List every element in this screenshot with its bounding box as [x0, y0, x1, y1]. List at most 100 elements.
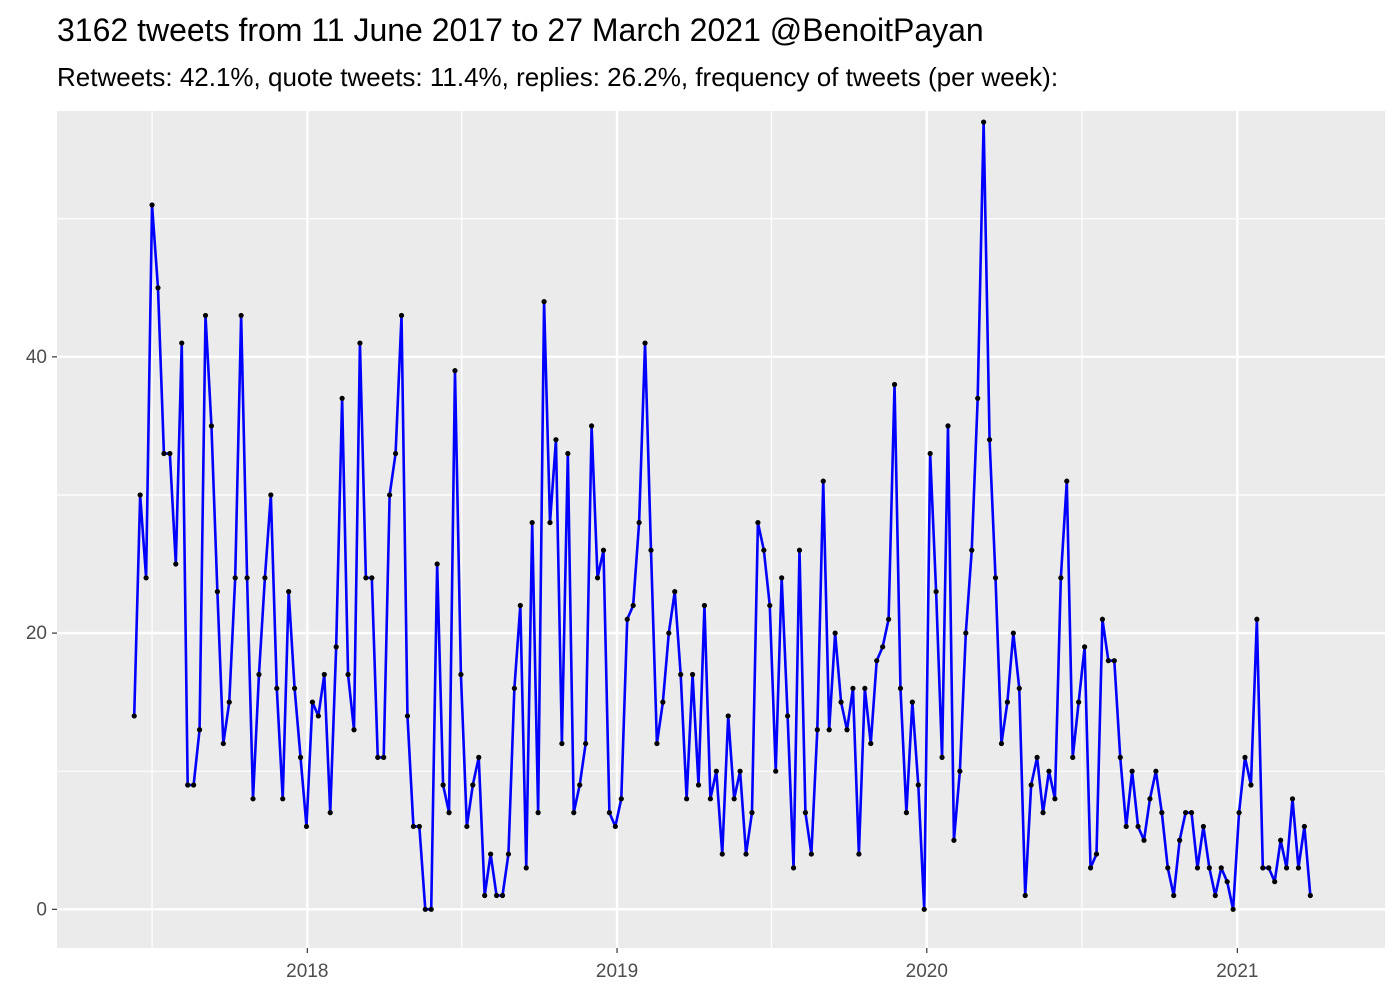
data-point — [1165, 865, 1171, 871]
data-point — [369, 575, 375, 581]
data-point — [517, 602, 523, 609]
data-point — [844, 727, 850, 733]
data-point — [1123, 823, 1129, 830]
data-point — [1171, 892, 1177, 899]
data-point — [868, 740, 874, 747]
data-point — [826, 727, 832, 733]
data-point — [785, 713, 791, 719]
data-point — [796, 547, 803, 553]
data-point — [945, 423, 951, 429]
data-point — [226, 699, 232, 705]
data-point — [838, 699, 844, 705]
data-point — [185, 782, 191, 788]
data-point — [630, 602, 636, 609]
data-point — [238, 312, 244, 319]
data-point — [903, 810, 910, 816]
data-point — [1141, 837, 1147, 843]
data-point — [398, 312, 405, 319]
data-point — [1046, 768, 1052, 774]
data-point — [577, 782, 583, 788]
data-point — [1082, 644, 1088, 650]
data-point — [446, 810, 452, 816]
x-tick-label: 2018 — [286, 961, 328, 982]
data-point — [303, 823, 310, 830]
data-point — [1040, 810, 1046, 816]
data-point — [1242, 754, 1248, 761]
data-point — [232, 575, 238, 581]
data-point — [1200, 823, 1207, 830]
plot-panel — [57, 111, 1385, 948]
data-point — [428, 906, 434, 912]
data-point — [933, 589, 939, 595]
data-point — [862, 685, 868, 691]
data-point — [832, 630, 838, 636]
data-point — [1212, 892, 1218, 899]
data-point — [1236, 810, 1242, 816]
data-point — [897, 685, 904, 691]
minor-gridlines — [57, 111, 1385, 948]
data-point — [268, 492, 274, 498]
data-point — [571, 810, 577, 816]
data-point — [1111, 658, 1117, 664]
data-point — [1283, 865, 1290, 871]
data-point — [345, 671, 351, 678]
data-point — [1058, 575, 1064, 581]
data-point — [535, 810, 541, 816]
data-point — [957, 768, 963, 774]
data-point — [1206, 865, 1212, 871]
data-point — [1272, 879, 1278, 885]
data-point — [648, 547, 654, 553]
data-point — [470, 782, 476, 788]
data-point — [1016, 685, 1022, 691]
data-point — [1076, 699, 1082, 705]
data-point — [297, 754, 304, 761]
data-point — [286, 589, 292, 595]
data-point — [850, 685, 856, 691]
data-point — [339, 395, 345, 401]
data-point — [1260, 865, 1266, 871]
data-point — [410, 823, 416, 830]
data-point — [927, 450, 933, 457]
data-point — [416, 823, 422, 830]
data-point — [214, 589, 220, 595]
data-point — [588, 423, 595, 429]
data-point — [701, 602, 708, 609]
data-point — [969, 547, 975, 553]
data-point — [672, 589, 678, 595]
data-point — [725, 713, 731, 719]
data-point — [363, 575, 369, 581]
data-point — [482, 892, 488, 899]
data-point — [1307, 892, 1313, 899]
data-point — [1147, 796, 1153, 802]
data-point — [309, 699, 316, 705]
data-point — [1004, 699, 1010, 705]
data-point — [642, 340, 648, 346]
data-point — [820, 478, 826, 484]
data-point — [998, 740, 1005, 747]
data-point — [749, 810, 755, 816]
data-point — [600, 547, 607, 553]
data-point — [1087, 865, 1094, 871]
data-point — [583, 740, 589, 747]
data-point — [208, 423, 215, 429]
data-point — [986, 437, 993, 443]
series-layer — [131, 119, 1313, 912]
data-point — [143, 575, 149, 581]
data-point — [636, 519, 642, 526]
data-point — [885, 616, 892, 622]
y-tick-label: 0 — [36, 899, 47, 920]
data-point — [149, 202, 155, 208]
data-point — [452, 368, 458, 374]
data-point — [963, 630, 969, 636]
data-point — [1052, 796, 1058, 802]
data-point — [511, 685, 517, 691]
data-point — [755, 519, 761, 526]
data-point — [167, 450, 173, 457]
axes: 0 20 40 2018 2019 2020 2021 — [26, 347, 1259, 982]
data-point — [1034, 754, 1040, 761]
data-point — [523, 865, 529, 871]
data-point — [250, 796, 256, 802]
data-point — [387, 492, 393, 498]
data-point — [476, 754, 482, 761]
